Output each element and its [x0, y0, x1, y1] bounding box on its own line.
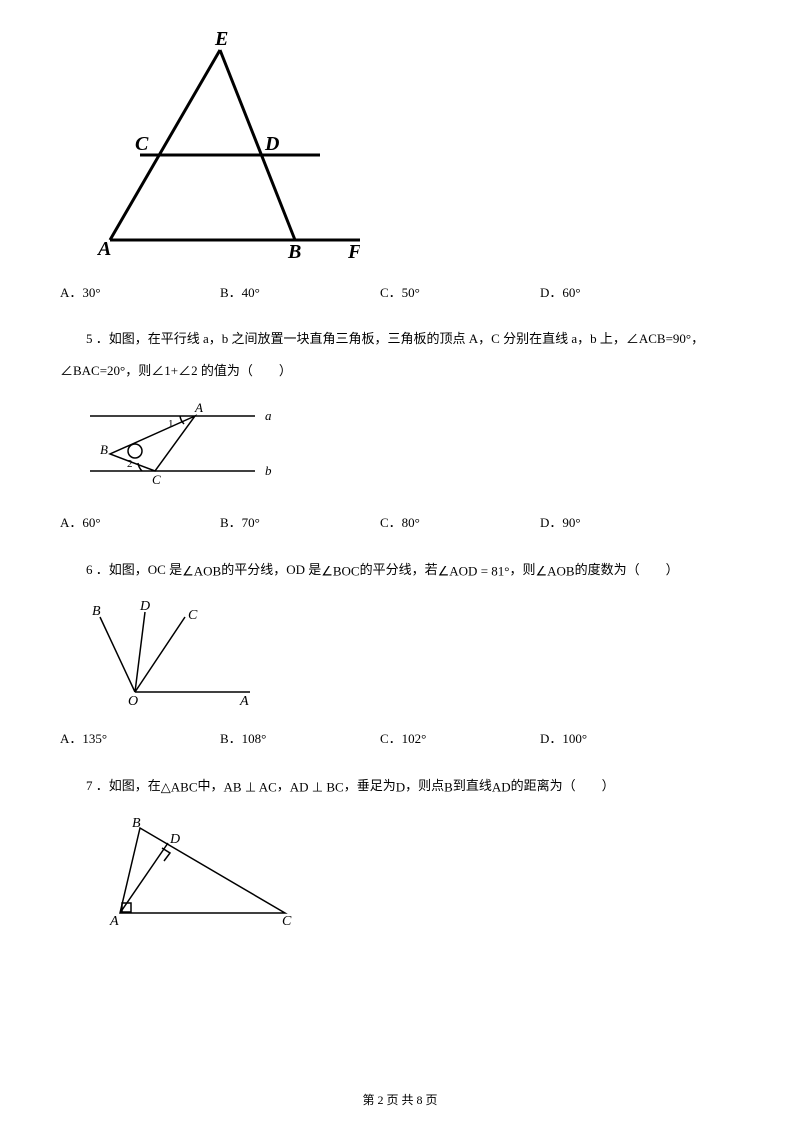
q7-e3: AD ⊥ BC	[290, 780, 344, 795]
q7-e5: B	[444, 780, 453, 795]
q6-label-c: C	[188, 608, 198, 623]
q5-label-a-vertex: A	[194, 400, 203, 415]
q7-e1: △ABC	[161, 780, 198, 795]
q6-label-o: O	[128, 694, 138, 707]
q6-num: 6 ．	[86, 562, 109, 577]
q5-num: 5 ．	[86, 331, 109, 346]
q6-t1: 如图，OC 是	[109, 562, 182, 577]
q7-t3: ，	[277, 778, 290, 793]
question-6: 6 ．如图，OC 是∠AOB的平分线，OD 是∠BOC的平分线，若∠AOD = …	[60, 554, 740, 587]
q5-label-1: 1	[168, 418, 174, 430]
q6-e2: ∠BOC	[321, 564, 359, 579]
figure-q5: A B C a b 1 2	[80, 396, 740, 500]
q7-e6: AD	[492, 780, 511, 795]
q5-label-b-vertex: B	[100, 442, 108, 457]
q6-label-a: A	[239, 694, 249, 707]
q6-t3: 的平分线，若	[360, 562, 438, 577]
q6-label-d: D	[139, 599, 150, 614]
q7-t4: ，垂足为	[344, 778, 396, 793]
q6-options: A．135° B．108° C．102° D．100°	[60, 727, 740, 752]
q5-label-line-a: a	[265, 408, 272, 423]
q7-label-b: B	[132, 816, 141, 831]
q5-label-2: 2	[127, 458, 133, 470]
q6-option-c: C．102°	[380, 727, 540, 752]
q5-label-c-vertex: C	[152, 472, 161, 487]
label-e: E	[214, 30, 228, 50]
q6-label-b: B	[92, 604, 101, 619]
label-a: A	[96, 238, 111, 260]
q5-text: 如图，在平行线 a，b 之间放置一块直角三角板，三角板的顶点 A，C 分别在直线…	[60, 331, 704, 377]
q4-option-b: B．40°	[220, 281, 380, 306]
q6-t4: ，则	[509, 562, 535, 577]
q7-label-c: C	[282, 914, 292, 928]
q6-e3: ∠AOD = 81°	[438, 564, 510, 579]
label-f: F	[347, 241, 360, 260]
q6-paren: （ ）	[627, 562, 679, 577]
q7-t5: ，则点	[405, 778, 444, 793]
question-7: 7 ．如图，在△ABC中，AB ⊥ AC，AD ⊥ BC，垂足为D，则点B到直线…	[60, 770, 740, 803]
q6-e1: ∠AOB	[182, 564, 221, 579]
q4-option-c: C．50°	[380, 281, 540, 306]
q4-option-d: D．60°	[540, 281, 700, 306]
q5-option-c: C．80°	[380, 511, 540, 536]
q7-t7: 的距离为（ ）	[511, 778, 615, 793]
q5-option-d: D．90°	[540, 511, 700, 536]
figure-q4: E C D A B F	[80, 30, 740, 269]
q4-options: A．30° B．40° C．50° D．60°	[60, 281, 740, 306]
q6-option-d: D．100°	[540, 727, 700, 752]
q5-options: A．60° B．70° C．80° D．90°	[60, 511, 740, 536]
figure-q7: B D A C	[100, 813, 740, 937]
question-5: 5 ．如图，在平行线 a，b 之间放置一块直角三角板，三角板的顶点 A，C 分别…	[60, 323, 740, 385]
q7-num: 7 ．	[86, 778, 109, 793]
label-c: C	[135, 133, 149, 155]
q4-option-a: A．30°	[60, 281, 220, 306]
label-d: D	[264, 133, 279, 155]
page-footer: 第 2 页 共 8 页	[0, 1089, 800, 1112]
q7-e2: AB ⊥ AC	[224, 780, 277, 795]
q7-t2: 中，	[198, 778, 224, 793]
q5-option-b: B．70°	[220, 511, 380, 536]
q7-label-d: D	[169, 832, 180, 847]
label-b: B	[287, 241, 301, 260]
q7-t6: 到直线	[453, 778, 492, 793]
q6-e4: ∠AOB	[536, 564, 575, 579]
figure-q6: B D C O A	[80, 597, 740, 716]
q7-label-a: A	[109, 914, 119, 928]
q5-label-line-b: b	[265, 463, 272, 478]
q7-t1: 如图，在	[109, 778, 161, 793]
q6-t2: 的平分线，OD 是	[221, 562, 321, 577]
q6-t5: 的度数为	[575, 562, 627, 577]
q5-option-a: A．60°	[60, 511, 220, 536]
q7-e4: D	[396, 780, 405, 795]
q6-option-b: B．108°	[220, 727, 380, 752]
q6-option-a: A．135°	[60, 727, 220, 752]
